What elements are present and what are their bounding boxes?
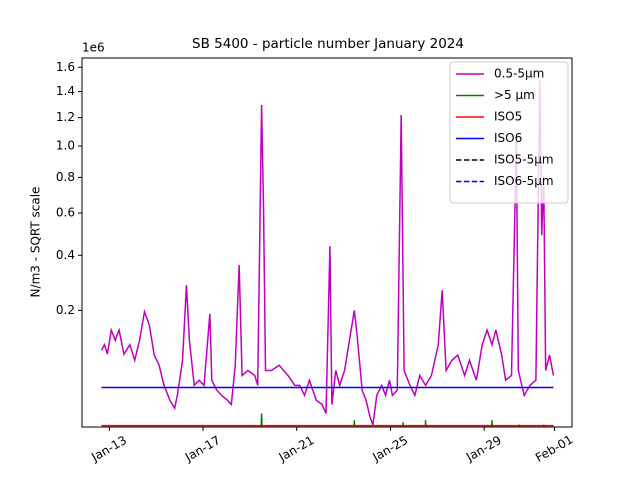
y-axis-label: N/m3 - SQRT scale	[29, 187, 43, 298]
legend-label: ISO5-5µm	[494, 153, 554, 167]
series-line	[260, 413, 545, 427]
series-line	[100, 80, 555, 426]
y-tick-label: 1.4	[56, 84, 75, 98]
legend-label: ISO6-5µm	[494, 174, 554, 188]
y-tick-label: 1.6	[56, 60, 75, 74]
legend-label: 0.5-5µm	[494, 67, 544, 81]
axes-frame	[81, 57, 573, 428]
y-tick-label: 0.4	[56, 248, 75, 262]
y-tick-label: 0.6	[56, 206, 75, 220]
y-tick-label: 0.8	[56, 170, 75, 184]
chart-title: SB 5400 - particle number January 2024	[192, 36, 464, 52]
y-tick-label: 1.2	[56, 110, 75, 124]
y-tick-label: 1.0	[56, 139, 75, 153]
plot-area	[100, 80, 555, 427]
y-tick-label: 0.2	[56, 303, 75, 317]
y-offset-label: 1e6	[82, 41, 105, 55]
legend-label: ISO6	[494, 131, 522, 145]
legend-label: ISO5	[494, 110, 522, 124]
legend-label: >5 µm	[494, 88, 535, 102]
legend-box	[449, 61, 569, 204]
